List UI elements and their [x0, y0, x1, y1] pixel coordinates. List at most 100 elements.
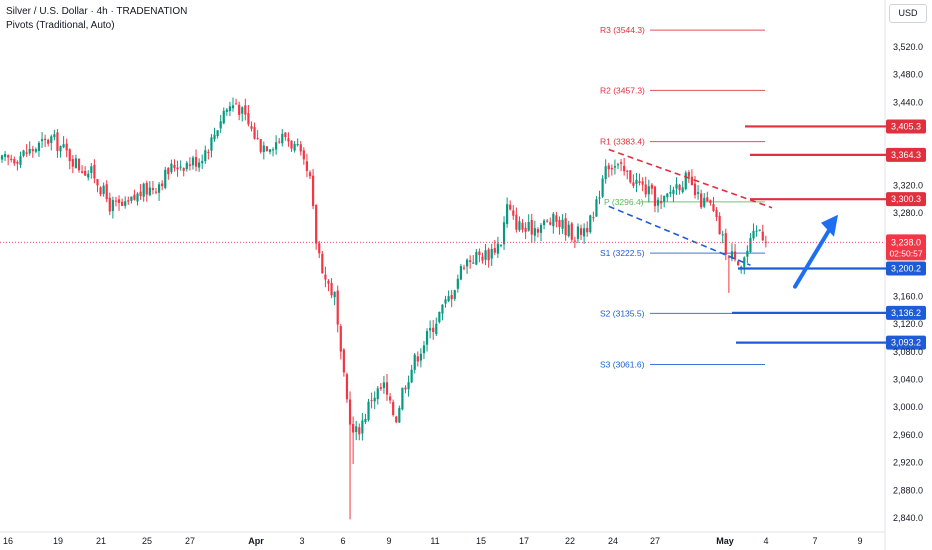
candle — [145, 180, 148, 202]
candle-body — [299, 144, 302, 152]
candle-body — [484, 250, 487, 260]
candle — [370, 392, 373, 409]
candle-body — [121, 201, 124, 206]
candle — [133, 189, 136, 201]
chart-title: Silver / U.S. Dollar · 4h · TRADENATION — [6, 6, 188, 17]
candle — [721, 230, 724, 244]
candle — [201, 154, 204, 169]
candle-body — [367, 401, 370, 420]
candle-body — [422, 345, 426, 354]
candle-body — [690, 176, 694, 186]
candle — [607, 162, 610, 178]
candle — [305, 153, 309, 178]
candle — [336, 285, 339, 333]
candle — [481, 252, 484, 264]
candle — [392, 399, 395, 417]
candle-body — [154, 191, 158, 193]
candle-body — [142, 183, 145, 197]
candle-body — [265, 146, 268, 151]
candle — [703, 192, 706, 209]
candle-body — [28, 148, 31, 154]
time-tick-label: 22 — [565, 536, 575, 546]
candle-body — [626, 170, 629, 172]
candle — [623, 157, 626, 176]
candle-body — [524, 227, 527, 232]
candle — [472, 254, 475, 264]
candle-body — [59, 146, 62, 152]
candle-body — [102, 185, 105, 194]
pivot-label-p: P (3296.4) — [604, 197, 644, 207]
candle-body — [413, 354, 416, 370]
candle-body — [721, 234, 724, 236]
candle-body — [188, 164, 191, 166]
candle-body — [345, 374, 349, 400]
candle — [90, 163, 93, 179]
candle-body — [388, 396, 392, 401]
candle — [333, 291, 336, 306]
candle — [493, 240, 496, 256]
candle-body — [465, 259, 469, 267]
candle-body — [752, 230, 755, 239]
currency-button[interactable]: USD — [889, 4, 927, 23]
candle — [194, 149, 198, 172]
candle-body — [339, 326, 342, 352]
candle-body — [453, 290, 456, 299]
candle — [84, 166, 87, 176]
candle-body — [478, 251, 481, 256]
candle — [44, 134, 47, 148]
candle-body — [370, 400, 373, 402]
candle-body — [724, 233, 727, 255]
candle — [148, 181, 151, 197]
candle — [161, 180, 164, 191]
candle-body — [324, 274, 327, 280]
candle-body — [604, 166, 607, 180]
candle — [238, 101, 241, 121]
candle-body — [527, 221, 530, 231]
support-level-value: 3,093.2 — [891, 338, 921, 348]
candle-body — [318, 243, 321, 254]
candle-body — [385, 382, 389, 395]
candle — [542, 218, 546, 230]
candle-body — [139, 191, 142, 197]
time-tick-label: 21 — [96, 536, 106, 546]
candle-body — [598, 197, 601, 199]
candle-body — [629, 170, 632, 183]
key-levels: 3,405.3 3,364.3 3,300.3 3,200.2 3,136.2 3,093… — [0, 119, 926, 350]
candle-body — [549, 222, 552, 225]
candle — [191, 155, 195, 170]
candle-body — [284, 132, 287, 138]
candle — [228, 101, 232, 117]
candle — [663, 195, 666, 208]
candle — [727, 254, 730, 293]
candle — [733, 243, 737, 262]
candle-body — [0, 155, 4, 160]
time-tick-label: 7 — [812, 536, 817, 546]
candle — [315, 204, 318, 250]
candle-body — [37, 142, 41, 151]
candle — [755, 225, 758, 237]
candle-body — [182, 168, 185, 171]
candle-body — [546, 220, 549, 222]
candle-body — [56, 132, 59, 151]
candle — [376, 385, 379, 405]
candle-body — [444, 299, 447, 304]
time-tick-label: Apr — [248, 536, 264, 546]
candle — [10, 154, 13, 163]
candle-body — [669, 191, 672, 194]
candle — [626, 169, 629, 180]
candle — [416, 351, 419, 367]
time-tick-label: 24 — [608, 536, 618, 546]
candle — [512, 205, 515, 220]
candle — [490, 243, 493, 266]
candle — [225, 108, 228, 116]
time-tick-label: May — [716, 536, 734, 546]
candle — [59, 145, 62, 158]
arrow-head — [821, 214, 838, 237]
price-tick-label: 3,320.0 — [893, 181, 923, 191]
candle-body — [601, 178, 604, 197]
candle — [650, 183, 653, 195]
pivot-label-s2: S2 (3135.5) — [600, 308, 645, 318]
candle — [638, 173, 641, 186]
candle — [311, 168, 315, 210]
